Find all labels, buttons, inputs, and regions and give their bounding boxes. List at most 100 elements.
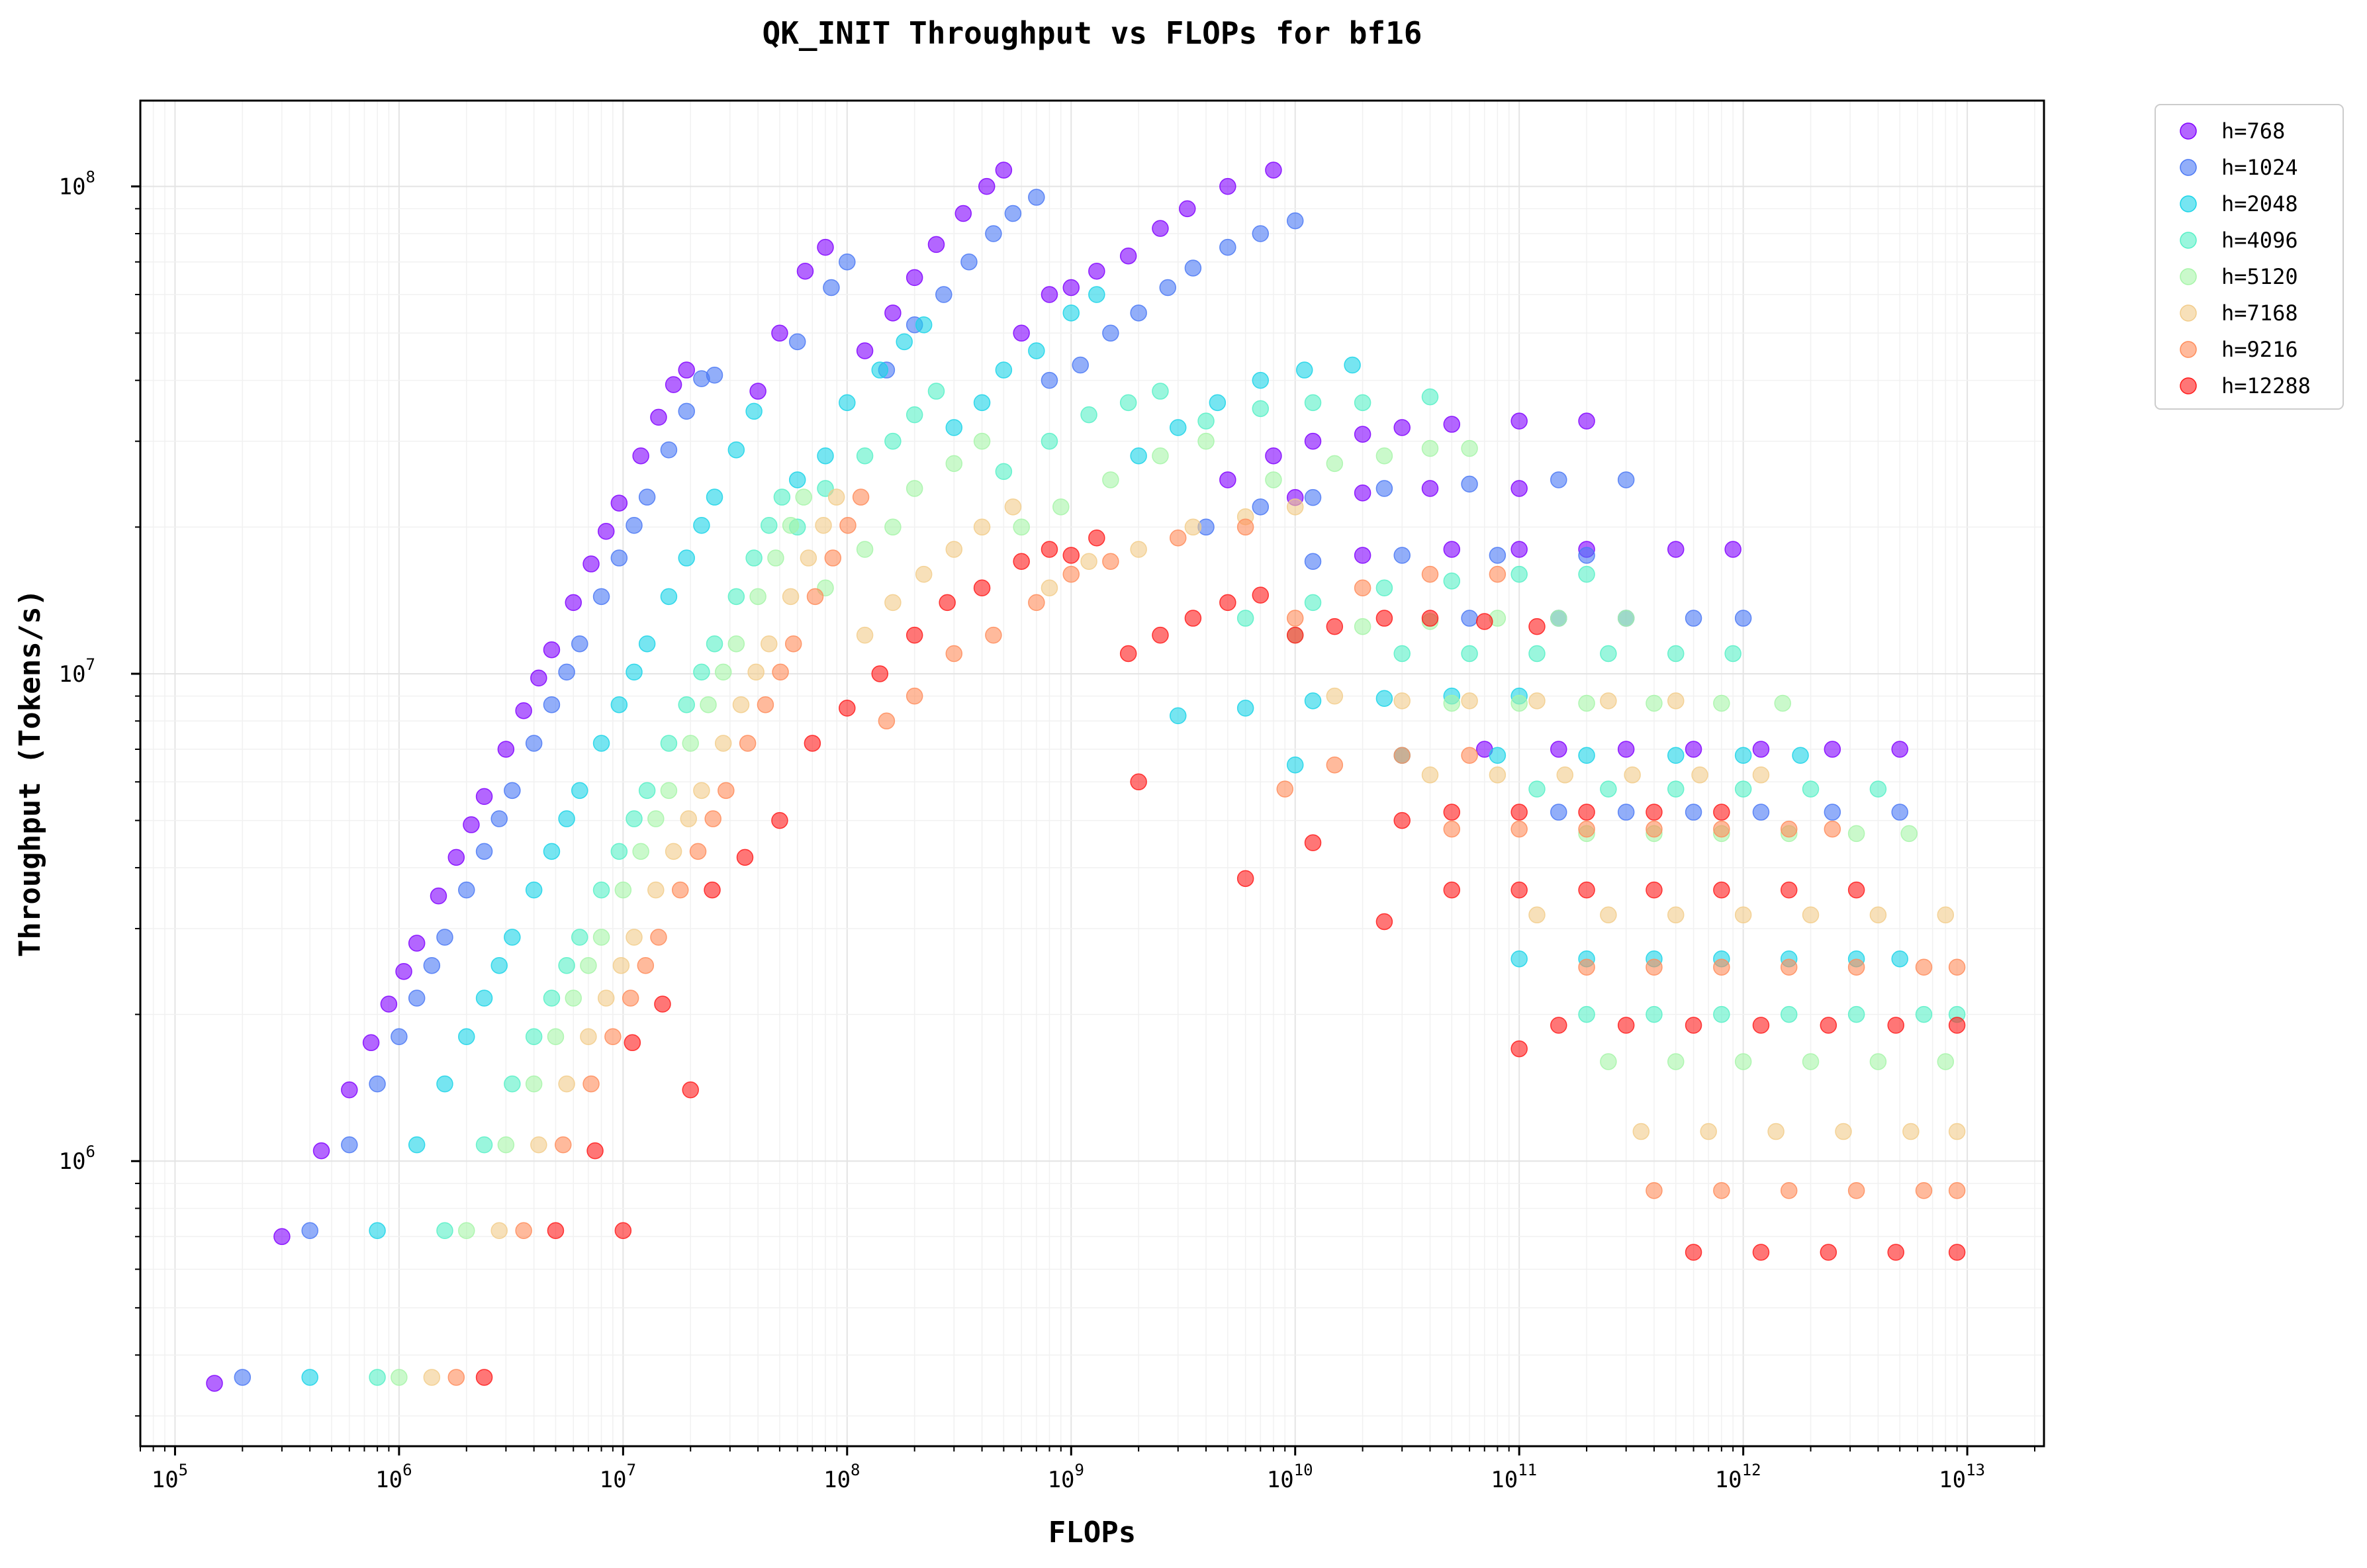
data-point (1304, 394, 1322, 412)
data-point (1578, 881, 1595, 899)
data-point (1510, 950, 1528, 968)
data-point (1152, 383, 1169, 400)
data-point (1041, 432, 1058, 450)
data-point (771, 324, 788, 342)
data-point (1667, 541, 1685, 558)
data-point (714, 663, 732, 681)
data-point (1510, 565, 1528, 583)
data-point (525, 735, 543, 752)
data-point (654, 995, 671, 1013)
data-point (1632, 1123, 1650, 1140)
data-point (558, 956, 575, 974)
data-point (1713, 1182, 1730, 1199)
data-point (571, 782, 588, 800)
data-point (824, 549, 842, 567)
data-point (1184, 518, 1202, 536)
data-point (1354, 484, 1371, 502)
data-point (1528, 780, 1546, 798)
data-point (1489, 565, 1507, 583)
data-point (543, 641, 561, 659)
legend-marker (2180, 159, 2197, 176)
data-point (1326, 455, 1344, 473)
data-point (1578, 820, 1595, 838)
data-point (689, 843, 707, 860)
data-point (580, 956, 597, 974)
data-point (369, 1222, 386, 1240)
data-point (1528, 618, 1546, 635)
data-point (852, 488, 870, 506)
data-point (1236, 870, 1254, 888)
data-point (706, 367, 723, 384)
data-point (1550, 610, 1567, 627)
data-point (817, 238, 834, 256)
data-point (1948, 1244, 1966, 1261)
legend-label: h=2048 (2221, 191, 2298, 216)
data-point (978, 177, 996, 195)
data-point (1130, 541, 1147, 558)
data-point (423, 1369, 441, 1386)
data-point (1646, 694, 1663, 712)
data-point (771, 811, 788, 829)
data-point (1461, 439, 1478, 457)
data-point (1461, 645, 1478, 663)
data-point (497, 1136, 515, 1154)
data-point (660, 782, 678, 800)
data-point (1393, 419, 1411, 436)
data-point (1847, 825, 1865, 843)
data-point (939, 594, 956, 612)
data-point (1326, 756, 1344, 774)
data-point (1510, 412, 1528, 430)
data-point (678, 402, 695, 420)
data-point (973, 579, 991, 597)
data-point (1510, 694, 1528, 712)
data-point (610, 494, 628, 512)
data-point (1578, 694, 1595, 712)
data-point (1734, 1053, 1752, 1070)
data-point (380, 995, 398, 1013)
data-point (1393, 547, 1411, 564)
series-7 (475, 529, 1966, 1386)
data-point (827, 488, 845, 506)
data-point (610, 843, 628, 860)
data-point (706, 635, 723, 653)
data-point (905, 626, 923, 644)
data-point (565, 594, 582, 612)
data-point (1170, 419, 1187, 436)
data-point (1600, 692, 1617, 710)
data-point (945, 455, 963, 473)
data-point (693, 663, 710, 681)
data-point (592, 929, 610, 946)
data-point (1780, 881, 1798, 899)
series-0 (206, 161, 1908, 1392)
data-point (525, 1028, 543, 1046)
legend-label: h=5120 (2221, 264, 2298, 289)
data-point (761, 635, 778, 653)
data-point (878, 712, 896, 730)
data-point (1004, 498, 1022, 516)
data-point (362, 1034, 380, 1052)
data-point (447, 1369, 465, 1386)
data-point (530, 1136, 547, 1154)
data-point (736, 849, 754, 866)
series-2 (301, 286, 1908, 1386)
data-point (693, 782, 710, 800)
data-point (1724, 541, 1741, 558)
data-point (1088, 529, 1105, 547)
data-point (1600, 1053, 1617, 1070)
data-point (1375, 480, 1393, 497)
data-point (1780, 1005, 1798, 1023)
data-point (1713, 804, 1730, 821)
data-point (682, 735, 699, 752)
data-point (1824, 820, 1841, 838)
data-point (497, 741, 515, 758)
data-point (1197, 432, 1215, 450)
data-point (1667, 906, 1685, 924)
data-point (234, 1369, 252, 1386)
data-point (1578, 412, 1595, 430)
data-point (463, 816, 480, 833)
data-point (995, 361, 1013, 379)
data-point (693, 517, 710, 534)
data-point (1041, 286, 1058, 303)
data-point (782, 517, 800, 534)
data-point (1443, 820, 1461, 838)
